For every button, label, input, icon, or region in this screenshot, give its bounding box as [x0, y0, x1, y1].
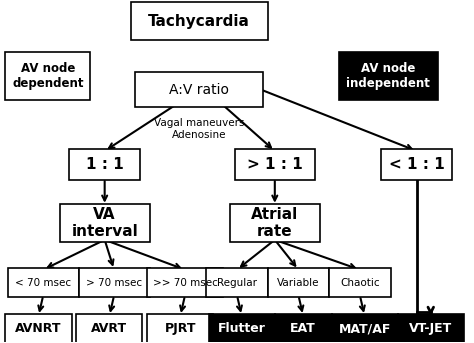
Text: Regular: Regular — [217, 277, 257, 287]
FancyBboxPatch shape — [381, 149, 452, 180]
FancyBboxPatch shape — [8, 268, 79, 297]
Text: AVNRT: AVNRT — [15, 322, 62, 335]
FancyBboxPatch shape — [76, 314, 143, 343]
Text: Flutter: Flutter — [218, 322, 265, 335]
Text: PJRT: PJRT — [164, 322, 196, 335]
Text: Tachycardia: Tachycardia — [148, 14, 250, 29]
FancyBboxPatch shape — [209, 314, 275, 343]
Text: AVRT: AVRT — [91, 322, 128, 335]
Text: A:V ratio: A:V ratio — [169, 83, 229, 96]
FancyBboxPatch shape — [268, 268, 329, 297]
Text: AV node
dependent: AV node dependent — [12, 62, 84, 90]
Text: Chaotic: Chaotic — [340, 277, 380, 287]
FancyBboxPatch shape — [230, 204, 319, 241]
Text: > 70 msec: > 70 msec — [86, 277, 142, 287]
FancyBboxPatch shape — [136, 72, 263, 107]
Text: AV node
independent: AV node independent — [346, 62, 430, 90]
FancyBboxPatch shape — [235, 149, 315, 180]
Text: >> 70 msec: >> 70 msec — [153, 277, 218, 287]
Text: < 1 : 1: < 1 : 1 — [389, 157, 445, 172]
Text: < 70 msec: < 70 msec — [15, 277, 71, 287]
Text: > 1 : 1: > 1 : 1 — [247, 157, 303, 172]
Text: EAT: EAT — [290, 322, 316, 335]
Text: 1 : 1: 1 : 1 — [86, 157, 124, 172]
FancyBboxPatch shape — [147, 314, 213, 343]
FancyBboxPatch shape — [5, 314, 72, 343]
FancyBboxPatch shape — [206, 268, 268, 297]
FancyBboxPatch shape — [79, 268, 150, 297]
Text: VT-JET: VT-JET — [409, 322, 452, 335]
Text: Atrial
rate: Atrial rate — [251, 206, 299, 239]
FancyBboxPatch shape — [329, 268, 391, 297]
FancyBboxPatch shape — [275, 314, 331, 343]
FancyBboxPatch shape — [60, 204, 150, 241]
FancyBboxPatch shape — [398, 314, 464, 343]
Text: MAT/AF: MAT/AF — [338, 322, 391, 335]
Text: VA
interval: VA interval — [71, 206, 138, 239]
FancyBboxPatch shape — [331, 314, 398, 343]
FancyBboxPatch shape — [69, 149, 140, 180]
FancyBboxPatch shape — [5, 52, 91, 100]
Text: Vagal maneuvers
Adenosine: Vagal maneuvers Adenosine — [154, 118, 245, 140]
FancyBboxPatch shape — [131, 2, 268, 40]
FancyBboxPatch shape — [147, 268, 223, 297]
Text: Variable: Variable — [277, 277, 319, 287]
FancyBboxPatch shape — [338, 52, 438, 100]
